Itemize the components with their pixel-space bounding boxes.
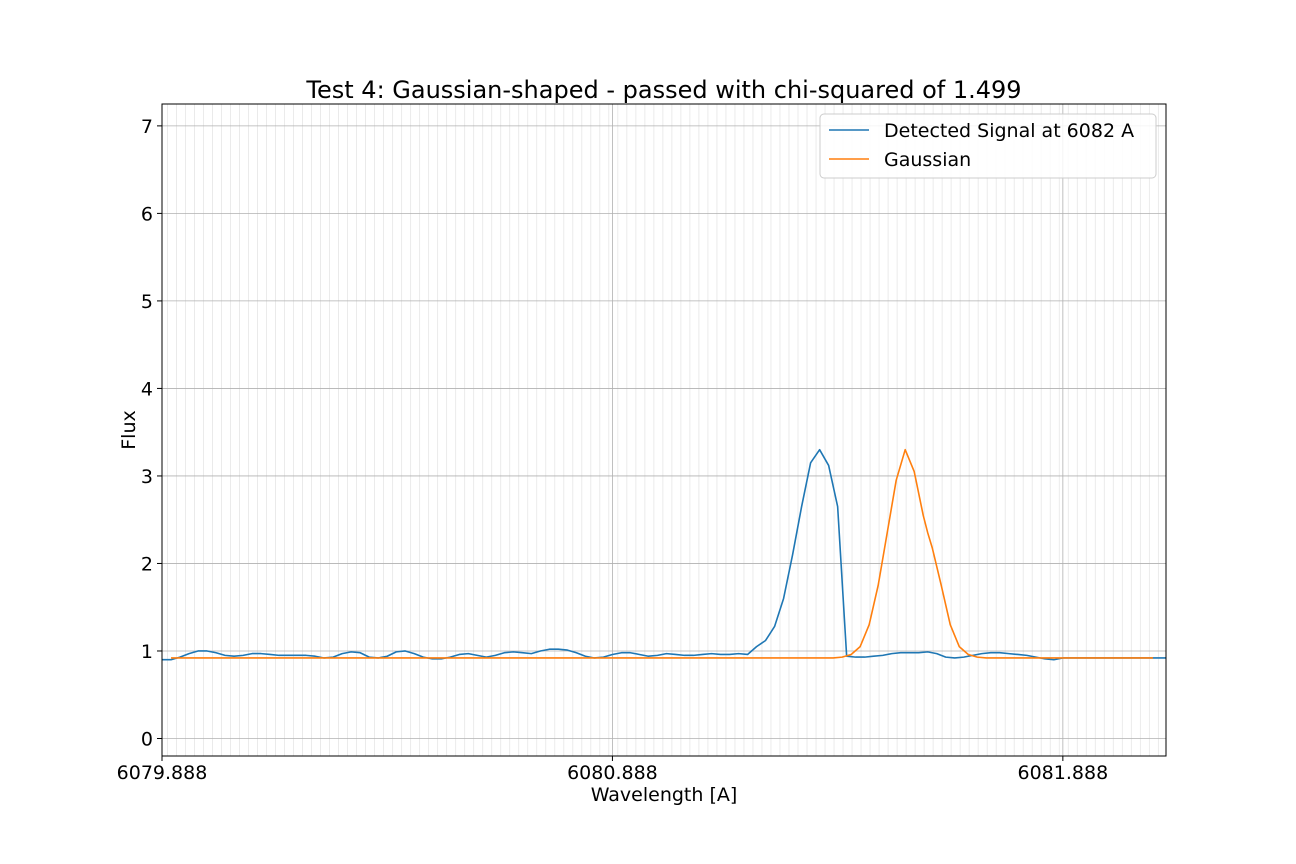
legend-label-gaussian: Gaussian bbox=[884, 149, 971, 171]
y-tick-label: 5 bbox=[141, 291, 153, 313]
minor-grid bbox=[167, 104, 1159, 756]
y-tick-label: 6 bbox=[141, 203, 153, 225]
x-tick-label: 6079.888 bbox=[117, 762, 208, 784]
y-tick-label: 7 bbox=[141, 116, 153, 138]
legend: Detected Signal at 6082 A Gaussian bbox=[819, 113, 1157, 179]
y-tick-label: 0 bbox=[141, 729, 153, 751]
major-grid bbox=[161, 104, 1166, 756]
series-line-gaussian bbox=[171, 448, 1153, 659]
y-tick-label: 2 bbox=[141, 553, 153, 575]
legend-label-detected-signal: Detected Signal at 6082 A bbox=[884, 120, 1134, 142]
y-axis-label: Flux bbox=[118, 410, 140, 450]
series-layer bbox=[162, 448, 1166, 661]
y-tick-label: 4 bbox=[141, 378, 153, 400]
x-tick-label: 6080.888 bbox=[567, 762, 658, 784]
x-tick-label: 6081.888 bbox=[1018, 762, 1109, 784]
y-ticks: 0 1 2 3 4 5 6 7 bbox=[141, 116, 162, 751]
y-tick-label: 3 bbox=[141, 466, 153, 488]
legend-box bbox=[819, 113, 1157, 179]
x-axis-label: Wavelength [A] bbox=[591, 784, 738, 806]
y-tick-label: 1 bbox=[141, 641, 153, 663]
plot-frame bbox=[161, 103, 1167, 757]
chart-title: Test 4: Gaussian-shaped - passed with ch… bbox=[305, 76, 1021, 104]
x-ticks: 6079.888 6080.888 6081.888 bbox=[117, 756, 1109, 784]
